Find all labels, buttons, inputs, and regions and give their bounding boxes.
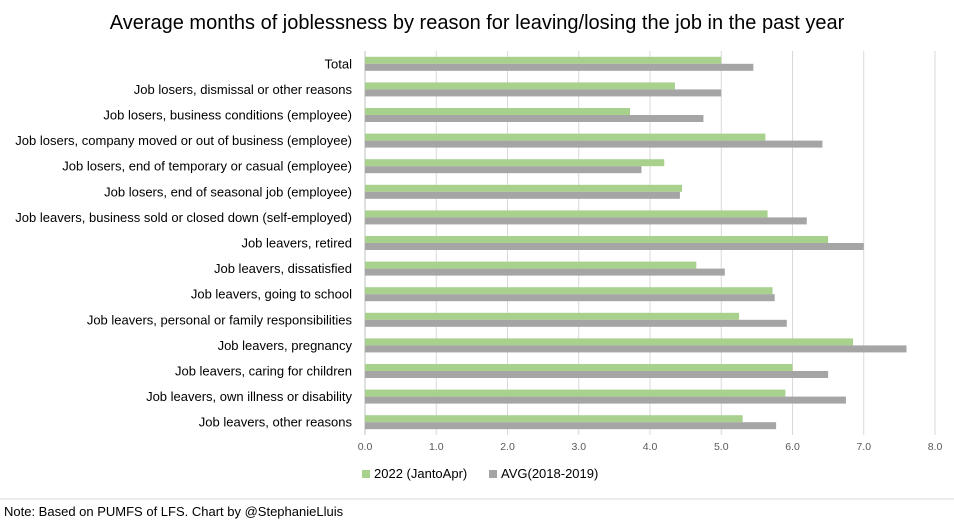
chart-title: Average months of joblessness by reason … <box>110 12 845 34</box>
bar-series-2022 <box>365 236 829 243</box>
bar-series-avg <box>365 294 775 302</box>
bars <box>365 56 907 430</box>
bar-series-2022 <box>365 389 786 397</box>
bar-series-2022 <box>365 82 675 90</box>
bar-series-avg <box>365 422 777 430</box>
category-label: Job losers, end of seasonal job (employe… <box>104 184 352 199</box>
legend: 2022 (JantoApr) AVG(2018-2019) <box>362 466 598 481</box>
category-label: Job leavers, dissatisfied <box>214 261 352 276</box>
category-label: Job leavers, business sold or closed dow… <box>15 210 352 225</box>
bar-series-avg <box>365 319 787 327</box>
category-label: Job leavers, pregnancy <box>218 338 353 353</box>
bar-series-avg <box>365 268 725 276</box>
legend-swatch <box>489 470 497 478</box>
category-label: Job losers, dismissal or other reasons <box>134 82 353 97</box>
x-tick-label: 4.0 <box>643 441 658 453</box>
bar-series-2022 <box>365 108 631 115</box>
category-label: Total <box>325 56 353 71</box>
x-tick-label: 8.0 <box>928 441 943 453</box>
category-label: Job leavers, going to school <box>191 287 352 302</box>
x-tick-label: 1.0 <box>429 441 444 453</box>
bar-series-avg <box>365 63 754 71</box>
bar-series-2022 <box>365 133 766 141</box>
bar-series-2022 <box>365 56 722 64</box>
legend-label: 2022 (JantoApr) <box>374 466 467 481</box>
bar-series-2022 <box>365 184 683 192</box>
bar-series-2022 <box>365 210 768 218</box>
bar-series-2022 <box>365 159 665 167</box>
x-tick-label: 2.0 <box>500 441 515 453</box>
category-label: Job losers, end of temporary or casual (… <box>62 159 352 174</box>
bar-series-avg <box>365 140 823 148</box>
x-tick-label: 5.0 <box>714 441 729 453</box>
bar-series-2022 <box>365 338 854 346</box>
bar-series-avg <box>365 115 704 122</box>
x-tick-label: 0.0 <box>358 441 373 453</box>
category-label: Job losers, business conditions (employe… <box>103 108 352 123</box>
bar-series-avg <box>365 217 807 225</box>
x-tick-label: 6.0 <box>785 441 800 453</box>
category-label: Job leavers, retired <box>241 236 352 251</box>
bar-series-2022 <box>365 287 773 295</box>
bar-series-avg <box>365 191 680 199</box>
bar-series-2022 <box>365 415 743 423</box>
bar-series-2022 <box>365 312 740 320</box>
bar-series-avg <box>365 345 907 353</box>
x-tick-labels: 0.0 1.0 2.0 3.0 4.0 5.0 6.0 7.0 8.0 <box>358 441 943 453</box>
bar-series-avg <box>365 166 642 174</box>
category-label: Job leavers, personal or family responsi… <box>87 312 353 327</box>
chart-note: Note: Based on PUMFS of LFS. Chart by @S… <box>4 504 344 519</box>
category-labels: Total Job losers, dismissal or other reas… <box>15 56 352 429</box>
category-label: Job leavers, own illness or disability <box>146 389 352 404</box>
x-tick-label: 3.0 <box>571 441 586 453</box>
category-label: Job losers, company moved or out of busi… <box>15 133 352 148</box>
legend-swatch <box>362 470 370 478</box>
category-label: Job leavers, other reasons <box>199 415 353 430</box>
category-label: Job leavers, caring for children <box>175 364 352 379</box>
legend-label: AVG(2018-2019) <box>501 466 598 481</box>
bar-series-avg <box>365 396 846 404</box>
bar-series-avg <box>365 89 722 97</box>
bar-series-2022 <box>365 364 793 371</box>
x-tick-label: 7.0 <box>856 441 871 453</box>
bar-series-avg <box>365 243 864 250</box>
bar-series-avg <box>365 371 829 378</box>
bar-series-2022 <box>365 261 697 269</box>
